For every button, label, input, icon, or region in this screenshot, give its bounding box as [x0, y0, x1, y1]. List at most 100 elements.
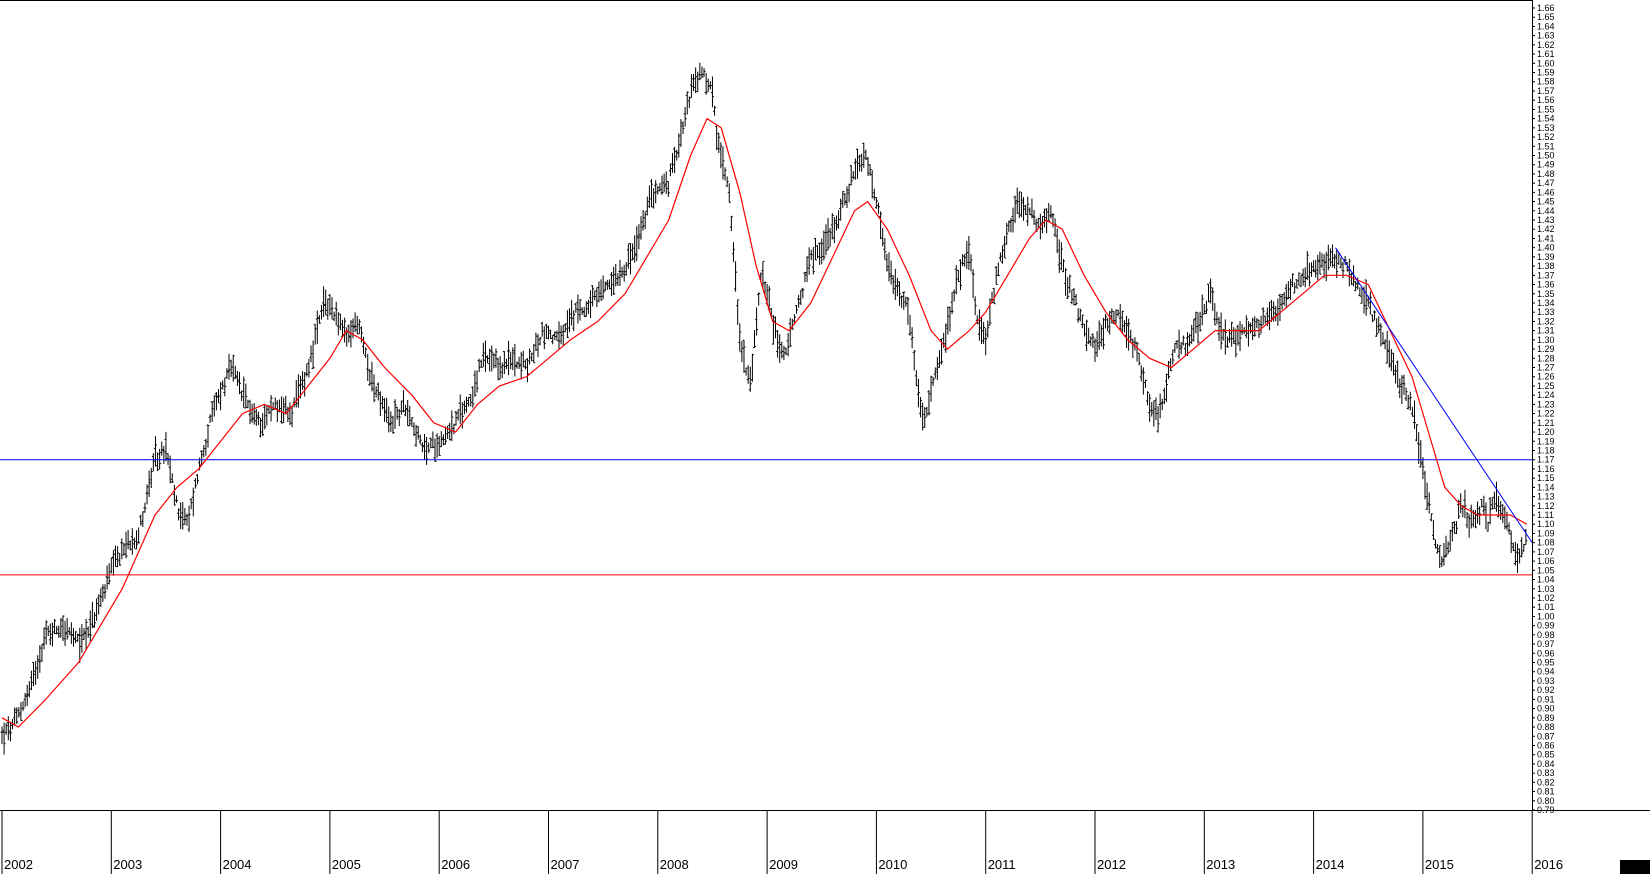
- ohlc-bar: [507, 340, 511, 376]
- y-tick-label: 0.95: [1537, 658, 1555, 668]
- ohlc-bar: [92, 612, 96, 628]
- ohlc-bar: [1436, 543, 1440, 554]
- ohlc-bar: [59, 617, 63, 638]
- ohlc-bar: [1425, 482, 1429, 510]
- ohlc-bar: [780, 341, 784, 359]
- ohlc-bar: [473, 370, 477, 397]
- ohlc-bar: [1158, 393, 1162, 419]
- ohlc-bar: [139, 514, 143, 526]
- ohlc-bar: [486, 355, 490, 364]
- ohlc-bar: [792, 314, 796, 324]
- ohlc-bar: [666, 181, 670, 197]
- ohlc-bar: [225, 368, 229, 379]
- y-tick-label: 1.46: [1537, 187, 1555, 197]
- ohlc-bar: [135, 530, 139, 550]
- ohlc-bar: [1467, 514, 1471, 538]
- ohlc-bar: [799, 290, 803, 305]
- ohlc-bar: [149, 467, 153, 488]
- ohlc-bar: [88, 610, 92, 642]
- ohlc-bar: [1442, 542, 1446, 566]
- ohlc-bar: [929, 375, 933, 402]
- ohlc-bar: [1263, 315, 1267, 324]
- ohlc-bar: [1408, 391, 1412, 411]
- ohlc-bar: [416, 426, 420, 440]
- ohlc-bar: [1412, 400, 1416, 429]
- ohlc-bar: [441, 434, 445, 446]
- x-tick-label: 2009: [769, 857, 798, 872]
- ohlc-bar: [38, 645, 42, 673]
- ohlc-bar: [734, 261, 738, 292]
- ohlc-bar: [235, 370, 239, 387]
- ohlc-bar: [465, 396, 469, 413]
- y-tick-label: 1.13: [1537, 492, 1555, 502]
- ohlc-bar: [1173, 342, 1177, 353]
- ohlc-bar: [1072, 287, 1076, 306]
- ohlc-bar: [883, 238, 887, 260]
- ohlc-bar: [946, 306, 950, 335]
- ohlc-bar: [410, 417, 414, 427]
- ohlc-bar: [313, 323, 317, 345]
- ohlc-bar: [118, 553, 122, 566]
- ohlc-bar: [1326, 244, 1330, 271]
- ohlc-bar: [29, 670, 33, 691]
- ohlc-bar: [319, 304, 323, 320]
- ohlc-bar: [1480, 498, 1484, 508]
- ohlc-bar: [1162, 387, 1166, 405]
- x-tick-label: 2014: [1316, 857, 1345, 872]
- ohlc-bar: [1129, 329, 1133, 344]
- ohlc-bar: [620, 266, 624, 278]
- y-tick-label: 1.21: [1537, 418, 1555, 428]
- ohlc-bar: [971, 269, 975, 299]
- x-tick-label: 2013: [1206, 857, 1235, 872]
- ohlc-bar: [435, 433, 439, 458]
- ohlc-bar: [547, 325, 550, 340]
- trend-line: [1335, 247, 1533, 543]
- ohlc-bar: [641, 209, 645, 231]
- ohlc-bar: [1444, 535, 1448, 558]
- ohlc-bar: [168, 455, 172, 484]
- ohlc-bar: [153, 436, 157, 467]
- y-tick-label: 1.44: [1537, 206, 1555, 216]
- y-tick-label: 1.28: [1537, 353, 1555, 363]
- ohlc-bar: [723, 167, 727, 181]
- ohlc-bar: [46, 625, 50, 637]
- ohlc-bar: [1051, 213, 1055, 228]
- ohlc-bar: [1087, 327, 1091, 345]
- ohlc-bar: [399, 400, 403, 415]
- ohlc-bar: [961, 254, 965, 267]
- ohlc-bar: [895, 277, 899, 297]
- ohlc-bar: [805, 256, 809, 283]
- ohlc-bar: [1040, 216, 1044, 234]
- ohlc-bar: [212, 395, 216, 417]
- ohlc-bar: [1312, 260, 1316, 273]
- y-tick-label: 1.53: [1537, 123, 1555, 133]
- ohlc-bar: [561, 324, 565, 346]
- ohlc-bar: [322, 286, 326, 318]
- ohlc-bar: [986, 320, 990, 338]
- ohlc-bar: [40, 644, 44, 663]
- ohlc-bar: [1410, 406, 1414, 417]
- ohlc-bar: [1389, 349, 1393, 372]
- ohlc-bar: [1385, 330, 1389, 364]
- ohlc-bar: [177, 508, 181, 521]
- ohlc-bar: [530, 352, 534, 362]
- ohlc-bar: [170, 473, 174, 483]
- ohlc-bar: [1249, 322, 1253, 334]
- y-tick-label: 1.30: [1537, 335, 1555, 345]
- y-tick-label: 1.09: [1537, 528, 1555, 538]
- ohlc-bar: [597, 281, 601, 303]
- ohlc-bar: [954, 265, 958, 295]
- ohlc-bar: [738, 323, 742, 352]
- ohlc-bar: [813, 238, 817, 261]
- ohlc-bar: [1299, 274, 1303, 288]
- ohlc-bar: [698, 62, 702, 81]
- ohlc-bar: [828, 227, 832, 247]
- ohlc-bar: [519, 351, 523, 380]
- ohlc-bar: [1223, 319, 1227, 355]
- ohlc-bar: [1127, 318, 1131, 351]
- ohlc-bar: [933, 367, 937, 379]
- ohlc-bar: [1282, 292, 1286, 306]
- ohlc-bar: [958, 259, 962, 291]
- y-tick-label: 1.54: [1537, 114, 1555, 124]
- ohlc-bar: [1295, 279, 1299, 289]
